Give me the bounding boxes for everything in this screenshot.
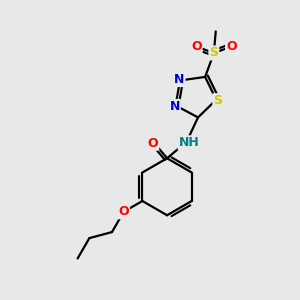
Text: NH: NH (178, 136, 200, 149)
Text: N: N (169, 100, 180, 113)
Text: O: O (148, 137, 158, 150)
Text: S: S (213, 94, 222, 107)
Text: O: O (118, 205, 129, 218)
Text: N: N (174, 73, 184, 86)
Text: S: S (209, 46, 218, 59)
Text: O: O (191, 40, 202, 53)
Text: O: O (226, 40, 237, 53)
